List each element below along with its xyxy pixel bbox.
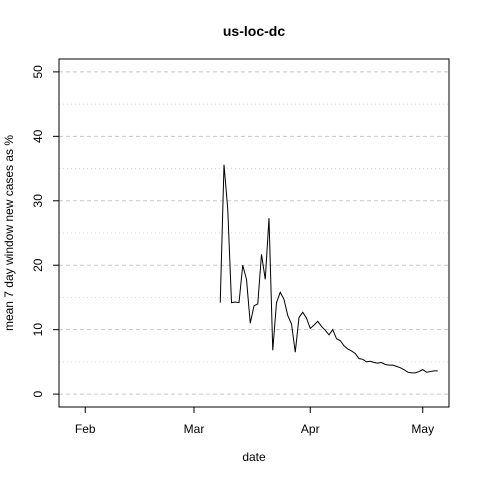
- y-axis-label: mean 7 day window new cases as %: [2, 135, 16, 331]
- x-axis-label: date: [242, 450, 266, 464]
- y-axis: 0 10 20 30 40 50: [31, 65, 59, 397]
- y-tick-label: 0: [31, 390, 45, 397]
- y-tick-label: 50: [31, 65, 45, 79]
- x-tick-label: Apr: [301, 422, 320, 436]
- x-tick-label: Feb: [75, 422, 96, 436]
- y-tick-label: 20: [31, 258, 45, 272]
- series-line: [219, 164, 438, 374]
- y-tick-label: 30: [31, 194, 45, 208]
- y-tick-label: 40: [31, 129, 45, 143]
- x-tick-label: Mar: [184, 422, 205, 436]
- series-layer: [219, 164, 438, 374]
- chart-title: us-loc-dc: [223, 23, 285, 39]
- plot-frame: [58, 58, 450, 408]
- grid: [59, 71, 449, 395]
- x-tick-label: May: [411, 422, 434, 436]
- x-axis: Feb Mar Apr May: [75, 406, 434, 436]
- y-tick-label: 10: [31, 323, 45, 337]
